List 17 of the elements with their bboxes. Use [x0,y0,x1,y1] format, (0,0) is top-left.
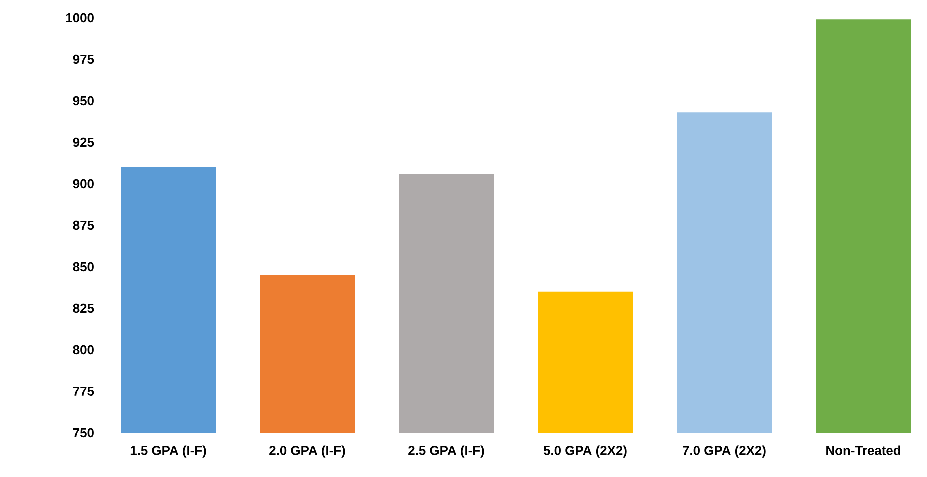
x-tick-label: 7.0 GPA (2X2) [683,446,766,458]
y-tick-label: 825 [73,304,94,314]
y-tick-label: 900 [73,179,94,189]
y-tick-label: 800 [73,345,94,355]
y-tick-label: 875 [73,220,94,230]
y-tick-label: 750 [73,428,94,438]
y-tick-label: 850 [73,262,94,272]
y-tick-label: 925 [73,138,94,148]
x-tick-label: Non-Treated [826,446,900,456]
x-tick-label: 5.0 GPA (2X2) [544,446,627,458]
y-tick-label: 775 [73,386,94,396]
y-tick-label: 950 [73,96,94,106]
y-tick-label: 975 [73,54,94,64]
x-tick-label: 1.5 GPA (I-F) [130,446,206,458]
x-tick-label: 2.5 GPA (I-F) [408,446,484,458]
y-tick-label: 1000 [66,13,94,23]
x-tick-label: 2.0 GPA (I-F) [270,446,346,458]
